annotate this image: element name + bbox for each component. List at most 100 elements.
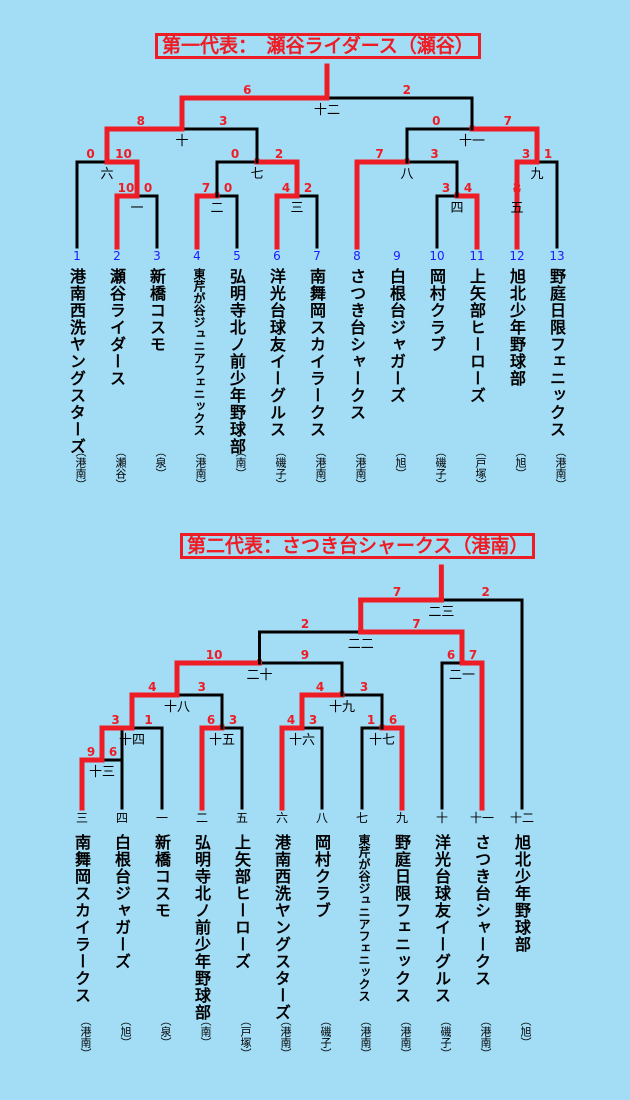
team-club: （港南）: [354, 446, 367, 490]
team-club: （旭）: [119, 1015, 132, 1048]
game-number: 二十: [246, 668, 272, 683]
score-right: 2: [275, 147, 283, 161]
team-name: 岡村クラブ: [427, 268, 446, 353]
team-name: 洋光台球友イーグルス: [267, 268, 286, 438]
team-name: 南舞岡スカイラークス: [72, 834, 91, 1004]
top-champion-title: 第一代表： 瀬谷ライダース（瀬谷）: [155, 33, 481, 59]
team-club: （磯子）: [434, 446, 447, 490]
score-right: 6: [389, 713, 397, 727]
game-number: 四: [450, 201, 463, 216]
team-club: （瀬谷）: [114, 446, 127, 490]
score-right: 10: [115, 147, 132, 161]
seed-number: 四: [116, 811, 128, 825]
seed-number: 10: [429, 249, 444, 263]
team-club: （磯子）: [319, 1015, 332, 1059]
score-right: 3: [198, 680, 206, 694]
score-left: 8: [137, 114, 145, 128]
score-right: 0: [224, 181, 232, 195]
team-club: （旭）: [519, 1015, 532, 1048]
seed-number: 八: [316, 811, 328, 825]
score-left: 4: [287, 713, 295, 727]
score-right: 1: [144, 713, 152, 727]
team-club: （港南）: [74, 446, 87, 490]
score-left: 4: [316, 680, 324, 694]
score-left: 0: [231, 147, 239, 161]
team-club: （泉）: [154, 446, 167, 479]
team-club: （戸塚）: [239, 1015, 252, 1059]
score-left: 6: [447, 648, 455, 662]
seed-number: 二: [196, 811, 208, 825]
team-club: （港南）: [479, 1015, 492, 1059]
game-number: 二: [210, 201, 223, 216]
score-right: 3: [430, 147, 438, 161]
team-club: （港南）: [314, 446, 327, 490]
game-number: 二一: [449, 668, 475, 683]
game-number: 十四: [119, 733, 145, 748]
seed-number: 一: [156, 811, 168, 825]
game-number: 十五: [209, 733, 235, 748]
team-name: 弘明寺北ノ前少年野球部: [192, 834, 211, 1021]
seed-number: 七: [356, 811, 368, 825]
score-right: 1: [544, 147, 552, 161]
score-right: 3: [309, 713, 317, 727]
score-left: 9: [87, 745, 95, 759]
team-name: 東芹が谷ジュニアフェニックス: [192, 268, 206, 436]
team-club: （港南）: [554, 446, 567, 490]
team-name: 上矢部ヒーローズ: [467, 268, 486, 404]
seed-number: 2: [113, 249, 121, 263]
score-left: 10: [118, 181, 135, 195]
seed-number: 11: [469, 249, 484, 263]
seed-number: 4: [193, 249, 201, 263]
seed-number: 六: [276, 811, 288, 825]
seed-number: 十: [436, 811, 448, 825]
score-left: 7: [375, 147, 383, 161]
score-left: 0: [86, 147, 94, 161]
seed-number: 5: [233, 249, 241, 263]
team-club: （南）: [199, 1015, 212, 1048]
score-left: 3: [522, 147, 530, 161]
team-club: （磯子）: [274, 446, 287, 490]
seed-number: 3: [153, 249, 161, 263]
game-number: 三: [290, 201, 303, 216]
seed-number: 十二: [510, 811, 534, 825]
score-left: 6: [243, 83, 251, 97]
score-right: 3: [229, 713, 237, 727]
team-name: 港南西洗ヤングスターズ: [272, 834, 291, 1021]
score-left: 6: [207, 713, 215, 727]
team-name: 野庭日限フェニックス: [392, 834, 411, 1004]
score-left: 4: [282, 181, 290, 195]
game-number: 十: [175, 134, 188, 149]
seed-number: 7: [313, 249, 321, 263]
game-number: 十八: [164, 700, 190, 715]
score-right: 2: [403, 83, 411, 97]
score-right: 7: [469, 648, 477, 662]
team-club: （港南）: [279, 1015, 292, 1059]
game-number: 十六: [289, 733, 315, 748]
game-number: 十七: [369, 733, 395, 748]
team-name: 東芹が谷ジュニアフェニックス: [357, 834, 371, 1002]
team-club: （港南）: [359, 1015, 372, 1059]
seed-number: 8: [353, 249, 361, 263]
game-number: 十三: [89, 765, 115, 780]
score-right: 6: [109, 745, 117, 759]
game-number: 二三: [428, 605, 454, 620]
score-right: 4: [464, 181, 472, 195]
team-name: 旭北少年野球部: [507, 268, 526, 387]
team-name: 弘明寺北ノ前少年野球部: [227, 268, 246, 455]
seed-number: 五: [236, 811, 248, 825]
score-left: 0: [432, 114, 440, 128]
score-left: 4: [148, 680, 156, 694]
score-right: 7: [412, 617, 420, 631]
team-name: 野庭日限フェニックス: [547, 268, 566, 438]
team-club: （南）: [234, 446, 247, 479]
score-right: 3: [219, 114, 227, 128]
seed-number: 1: [73, 249, 81, 263]
game-number: 十九: [329, 700, 355, 715]
team-club: （泉）: [159, 1015, 172, 1048]
score-right: 2: [482, 585, 490, 599]
game-number: 十一: [459, 134, 485, 149]
score-left: 1: [367, 713, 375, 727]
game-number: 一: [130, 201, 143, 216]
score-right: 9: [301, 648, 309, 662]
